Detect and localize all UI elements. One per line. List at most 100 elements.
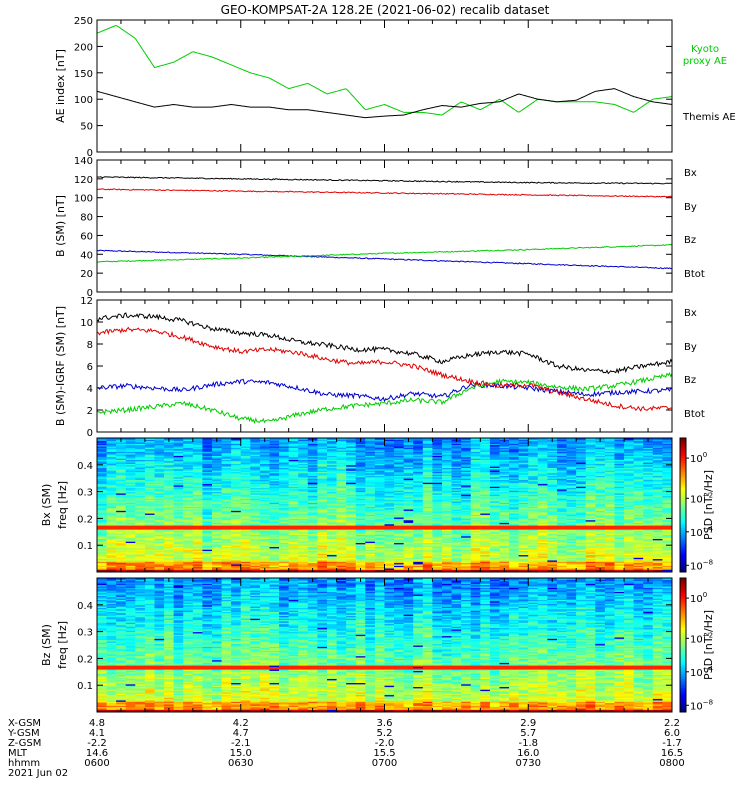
spectrogram-cell xyxy=(403,541,414,544)
spectrogram-cell xyxy=(173,444,184,447)
spectrogram-cell xyxy=(432,559,443,562)
spectrogram-cell xyxy=(518,566,529,569)
spectrogram-cell xyxy=(116,555,127,558)
spectrogram-cell xyxy=(135,452,146,455)
spectrogram-cell xyxy=(509,486,520,489)
spectrogram-cell xyxy=(307,523,318,526)
spectrogram-cell xyxy=(413,547,424,550)
spectrogram-cell xyxy=(317,561,328,564)
spectrogram-cell xyxy=(202,480,213,483)
spectrogram-cell xyxy=(442,470,453,472)
spectrogram-cell xyxy=(442,562,453,565)
spectrogram-cell xyxy=(499,515,510,518)
spectrogram-cell xyxy=(413,462,424,464)
spectrogram-cell xyxy=(327,513,338,515)
spectrogram-cell xyxy=(499,531,510,534)
spectrogram-cell xyxy=(355,526,366,529)
spectrogram-cell xyxy=(499,474,510,477)
spectrogram-cell xyxy=(240,534,251,537)
spectrogram-cell xyxy=(461,562,472,565)
spectrogram-cell xyxy=(125,521,136,523)
spectrogram-cell xyxy=(489,551,500,554)
spectrogram-cell xyxy=(480,499,491,502)
spectrogram-cell xyxy=(307,472,318,475)
spectrogram-cell xyxy=(269,559,280,562)
spectrogram-cell xyxy=(384,456,395,459)
spectrogram-cell xyxy=(298,462,309,464)
spectrogram-cell xyxy=(221,538,232,541)
spectrogram-cell xyxy=(183,542,194,545)
spectrogram-cell xyxy=(413,470,424,472)
spectrogram-cell xyxy=(327,448,338,451)
spectrogram-cell xyxy=(250,468,261,471)
spectrogram-cell xyxy=(403,547,414,550)
spectrogram-cell xyxy=(97,500,108,503)
spectrogram-cell xyxy=(259,468,270,471)
legend-entry: Btot xyxy=(684,269,705,280)
spectrogram-cell xyxy=(499,553,510,556)
spectrogram-cell xyxy=(509,551,520,554)
spectrogram-cell xyxy=(451,513,462,515)
spectrogram-cell xyxy=(432,439,443,442)
spectrogram-cell xyxy=(384,498,395,501)
spectrogram-cell xyxy=(116,468,127,471)
spectrogram-cell xyxy=(212,561,223,564)
spectrogram-cell xyxy=(269,551,280,554)
spectrogram-cell xyxy=(269,458,280,460)
spectrogram-cell xyxy=(106,463,117,466)
spectrogram-cell xyxy=(461,561,472,564)
spectrogram-cell xyxy=(470,514,481,517)
spectrogram-cell xyxy=(173,440,184,443)
spectrogram-cell xyxy=(250,463,261,466)
spectrogram-cell xyxy=(442,446,453,448)
spectrogram-cell xyxy=(346,521,357,523)
spectrogram-cell xyxy=(317,478,328,481)
spectrogram-cell xyxy=(279,550,290,553)
spectrogram-cell xyxy=(518,551,529,554)
spectrogram-cell xyxy=(422,539,433,542)
spectrogram-cell xyxy=(106,563,117,566)
spectrogram-cell xyxy=(106,569,117,572)
spectrogram-cell xyxy=(135,483,146,486)
spectrogram-cell xyxy=(288,547,299,550)
spectrogram-cell xyxy=(259,553,270,556)
spectrogram-cell xyxy=(355,484,366,487)
spectrogram-cell xyxy=(355,452,366,455)
spectrogram-cell xyxy=(403,468,414,471)
spectrogram-cell xyxy=(240,562,251,565)
spectrogram-cell xyxy=(269,537,280,539)
spectrogram-cell xyxy=(509,471,520,474)
spectrogram-cell xyxy=(374,468,385,471)
spectrogram-cell xyxy=(413,498,424,501)
spectrogram-cell xyxy=(327,539,338,542)
spectrogram-cell xyxy=(298,549,309,552)
spectrogram-cell xyxy=(470,443,481,446)
spectrogram-cell xyxy=(298,547,309,550)
spectrogram-cell xyxy=(298,454,309,456)
spectrogram-cell xyxy=(173,496,184,499)
spectrogram-cell xyxy=(327,444,338,447)
spectrogram-cell xyxy=(509,567,520,570)
spectrogram-cell xyxy=(288,483,299,486)
spectrogram-cell xyxy=(144,562,155,565)
spectrogram-cell xyxy=(374,467,385,470)
spectrogram-cell xyxy=(509,496,520,499)
spectrogram-cell xyxy=(173,523,184,526)
spectrogram-cell xyxy=(144,486,155,489)
spectrogram-cell xyxy=(355,535,366,538)
spectrogram-cell xyxy=(288,456,299,459)
spectrogram-cell xyxy=(365,468,376,471)
spectrogram-cell xyxy=(250,472,261,475)
spectrogram-cell xyxy=(106,468,117,471)
spectrogram-cell xyxy=(173,468,184,471)
spectrogram-cell xyxy=(480,521,491,523)
spectrogram-cell xyxy=(384,476,395,479)
spectrogram-cell xyxy=(518,502,529,505)
spectrogram-cell xyxy=(116,510,127,513)
spectrogram-cell xyxy=(422,484,433,487)
spectrogram-cell xyxy=(135,486,146,489)
spectrogram-cell xyxy=(231,509,242,511)
spectrogram-cell xyxy=(317,499,328,502)
spectrogram-cell xyxy=(518,562,529,565)
spectrogram-cell xyxy=(97,562,108,565)
